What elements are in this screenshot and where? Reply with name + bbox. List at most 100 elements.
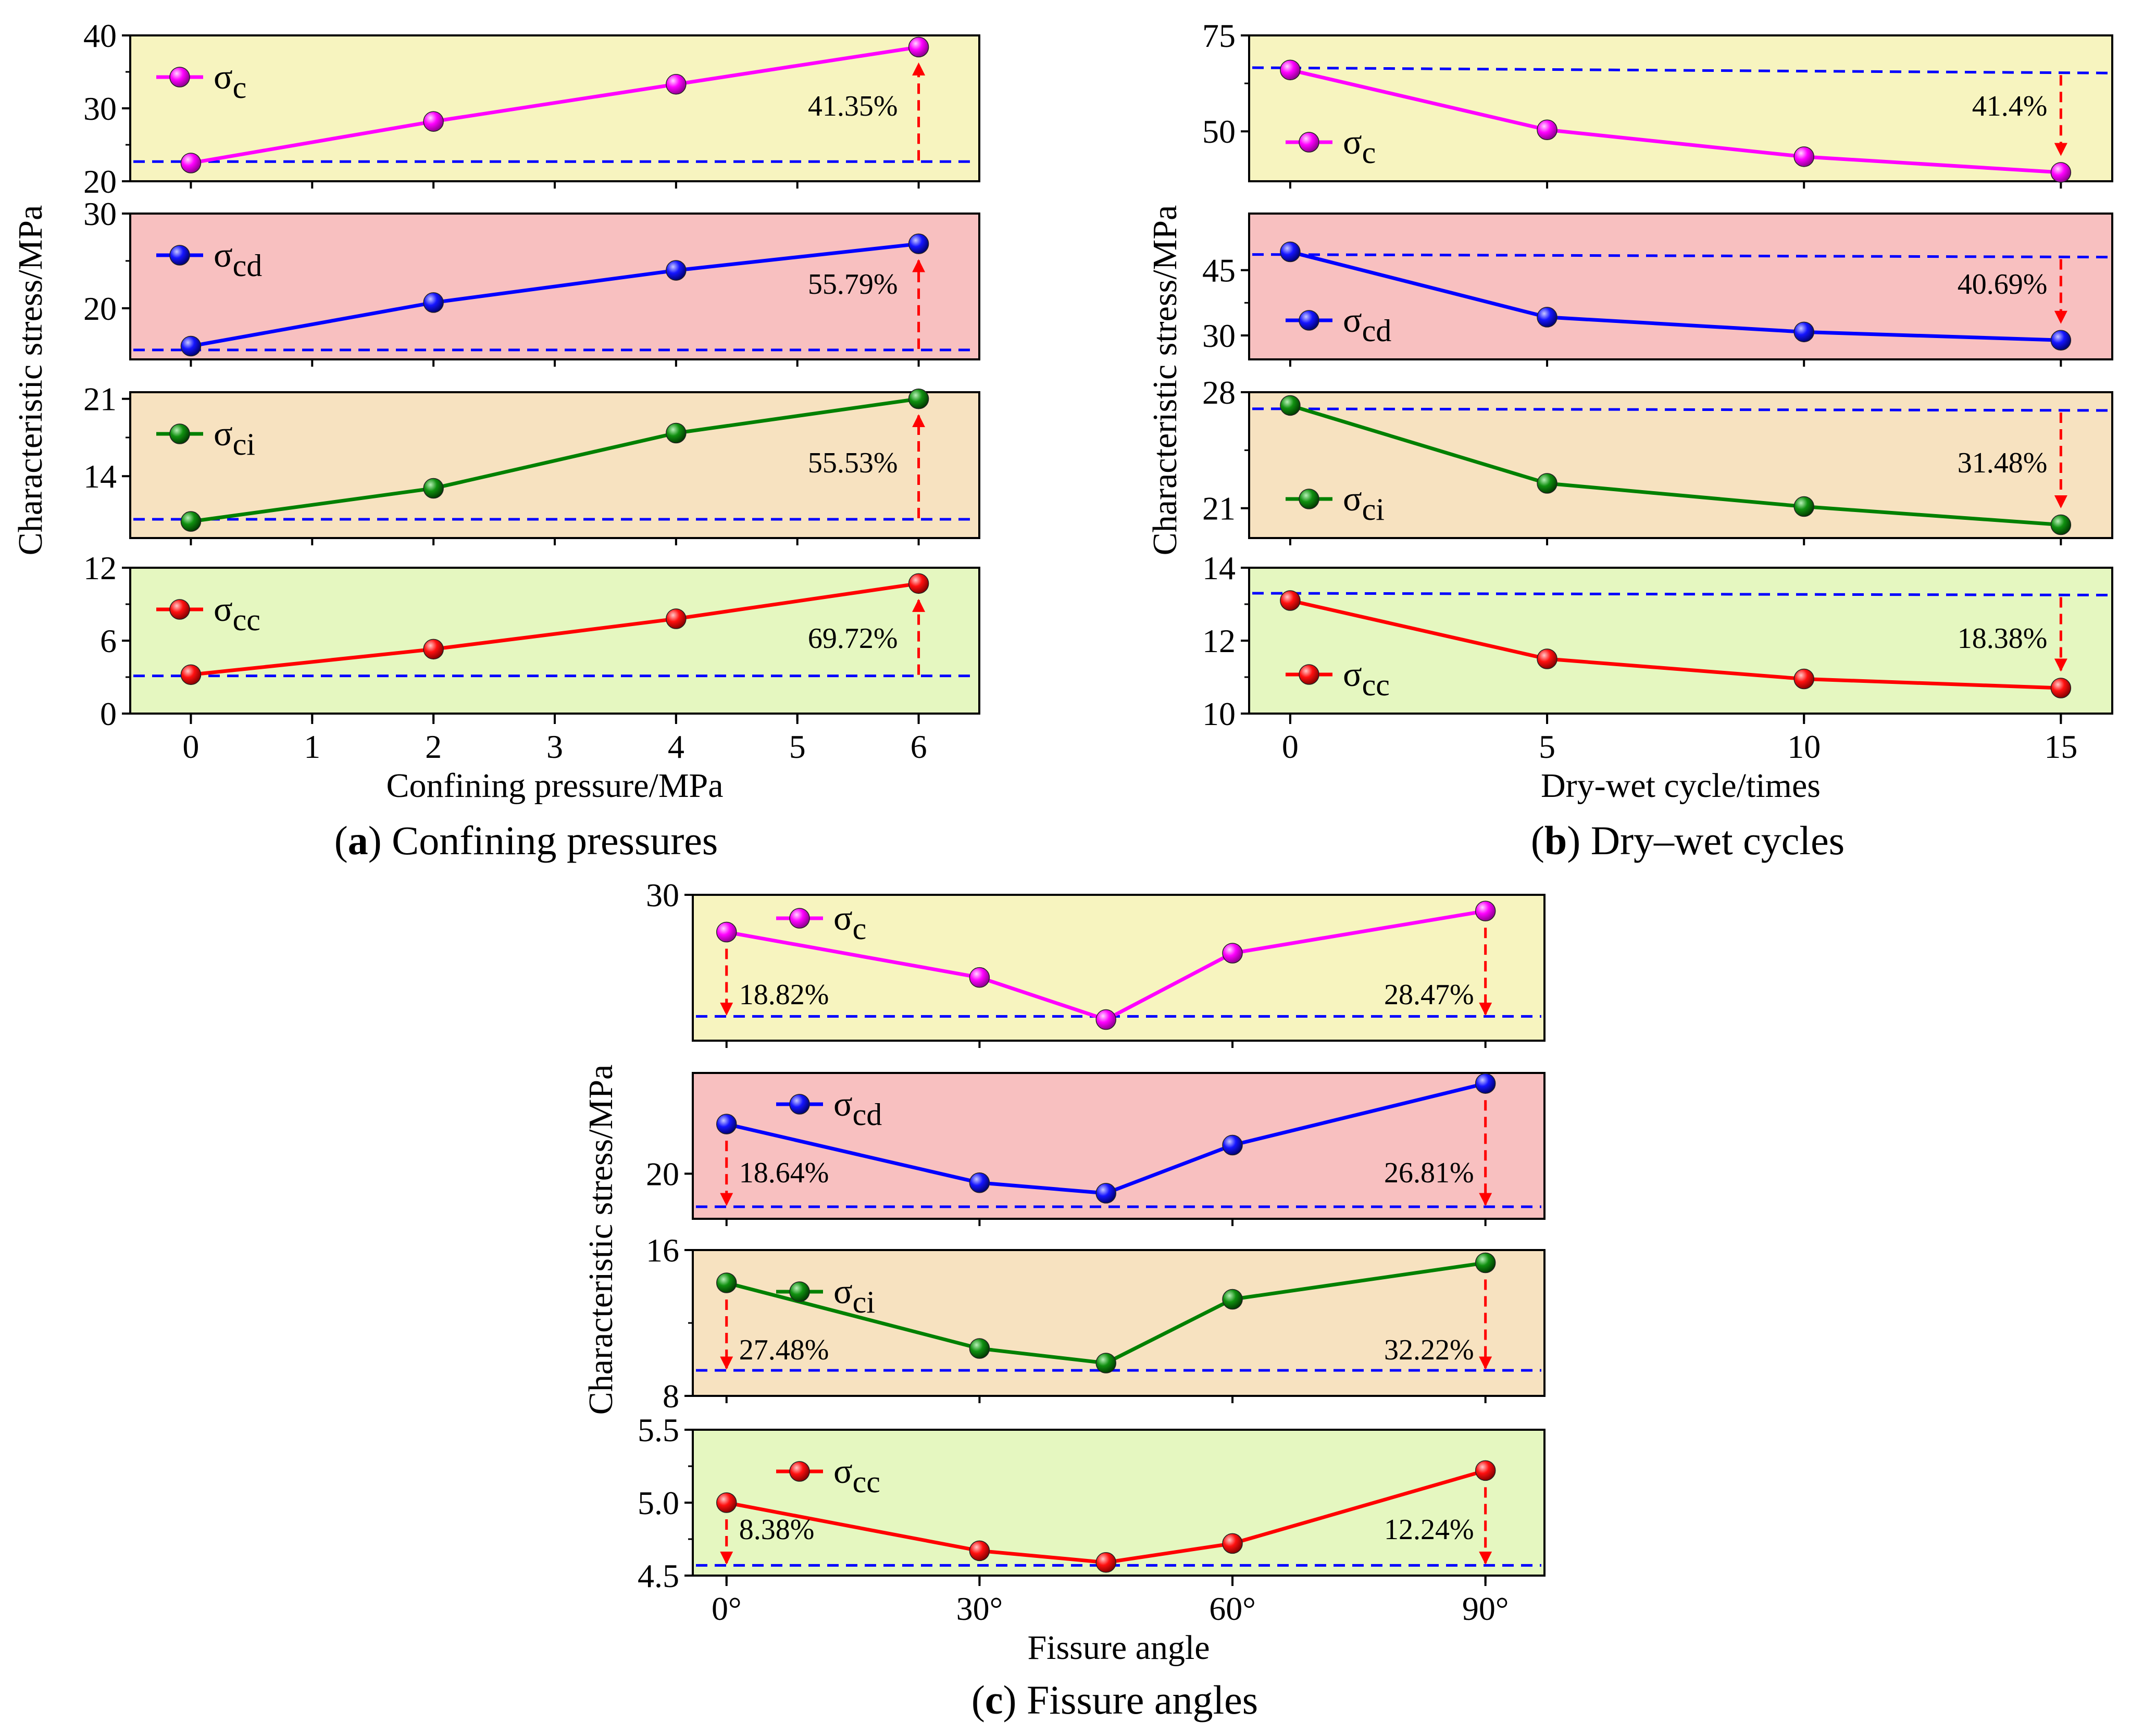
y-axis-label: Characteristic stress/MPa (1146, 205, 1184, 556)
data-point (1475, 1252, 1496, 1273)
x-tick-label: 0 (1282, 728, 1299, 765)
legend-marker (1299, 310, 1319, 331)
legend-symbol: σ (1343, 122, 1362, 161)
caption-letter: c (985, 1677, 1003, 1722)
legend-subscript: cc (233, 603, 260, 637)
data-point (1537, 119, 1557, 141)
caption-paren: ( (971, 1677, 985, 1722)
legend-label: σc (1343, 122, 1376, 170)
y-tick-label: 40 (83, 17, 117, 54)
panel-frame (1248, 391, 2113, 539)
data-point (423, 111, 444, 132)
data-point (1280, 590, 1301, 611)
caption-letter: a (348, 818, 368, 863)
x-tick-label: 2 (425, 728, 442, 765)
legend-marker (789, 1461, 810, 1482)
x-tick-label: 0° (712, 1590, 742, 1627)
legend-symbol: σ (833, 1451, 853, 1491)
data-point (1537, 648, 1557, 669)
chart-caption: (a) Confining pressures (334, 818, 718, 863)
percent-label: 40.69% (1958, 268, 2048, 301)
panel-frame (129, 391, 980, 539)
data-point (1793, 496, 1814, 517)
legend-marker (789, 1094, 810, 1115)
data-point (908, 388, 929, 409)
data-point (423, 478, 444, 499)
x-tick-label: 15 (2044, 728, 2077, 765)
chart-b: 5075σc41.4%3045σcd40.69%2128σci31.48%101… (1146, 17, 2113, 863)
y-tick-label: 75 (1202, 17, 1236, 54)
caption-text: ) Fissure angles (1003, 1677, 1258, 1722)
legend-label: σcc (214, 589, 260, 637)
data-point (1280, 241, 1301, 263)
data-point (180, 153, 202, 173)
y-tick-label: 50 (1202, 113, 1236, 150)
y-tick-label: 12 (83, 549, 117, 586)
percent-label: 69.72% (808, 622, 898, 655)
legend-subscript: c (233, 70, 247, 105)
data-point (1475, 1460, 1496, 1481)
y-tick-label: 5.5 (638, 1412, 679, 1448)
x-axis-label: Confining pressure/MPa (386, 767, 723, 805)
panel-frame (692, 1429, 1546, 1577)
legend-symbol: σ (833, 898, 853, 938)
chart-a: 203040σc41.35%2030σcd55.79%1421σci55.53%… (11, 17, 980, 863)
series-line (191, 581, 919, 677)
data-point (1280, 59, 1301, 81)
panel-b-ci: 21 28 σci 31.48% (1202, 374, 2113, 545)
legend-label: σc (214, 57, 246, 105)
data-point (1537, 307, 1557, 328)
x-tick-label: 10 (1787, 728, 1821, 765)
data-point (1537, 473, 1557, 494)
legend-marker (789, 1281, 810, 1302)
legend-symbol: σ (214, 235, 233, 274)
percent-label-right: 26.81% (1384, 1157, 1474, 1189)
data-point (1793, 668, 1814, 690)
data-point (1222, 943, 1243, 964)
data-point (180, 664, 202, 685)
legend-subscript: ci (1362, 492, 1385, 527)
caption-paren: ( (334, 818, 348, 863)
legend-subscript: c (853, 911, 867, 946)
series-line (1289, 404, 2061, 527)
percent-label-left: 27.48% (739, 1334, 829, 1366)
legend-label: σcd (1343, 300, 1391, 348)
x-axis-label: Fissure angle (1027, 1629, 1210, 1667)
data-point (1222, 1289, 1243, 1310)
x-tick-label: 30° (956, 1590, 1003, 1627)
legend-subscript: ci (853, 1285, 875, 1319)
legend-symbol: σ (1343, 300, 1362, 340)
y-tick-label: 21 (83, 381, 117, 418)
percent-label: 18.38% (1958, 622, 2048, 655)
x-tick-label: 60° (1209, 1590, 1256, 1627)
legend-marker (169, 245, 190, 266)
reference-line (1252, 407, 2110, 412)
series-line (1290, 68, 2061, 174)
percent-label: 31.48% (1958, 447, 2048, 479)
y-tick-label: 20 (83, 290, 117, 327)
data-point (1475, 901, 1496, 921)
x-tick-label: 5 (789, 728, 806, 765)
data-point (908, 233, 929, 254)
series-line (1290, 250, 2061, 342)
legend-label: σci (1343, 479, 1385, 527)
percent-label: 41.4% (1972, 90, 2048, 122)
percent-label-left: 18.64% (739, 1157, 829, 1189)
x-tick-label: 6 (911, 728, 927, 765)
data-point (666, 260, 687, 281)
y-tick-label: 30 (83, 195, 117, 232)
caption-letter: b (1544, 818, 1567, 863)
data-point (716, 1114, 737, 1134)
data-point (1793, 146, 1814, 167)
data-point (969, 1540, 990, 1562)
y-tick-label: 30 (1202, 317, 1236, 354)
y-tick-label: 20 (83, 163, 117, 200)
legend-label: σc (833, 898, 866, 946)
series-line (1290, 598, 2061, 690)
data-point (1095, 1552, 1116, 1573)
y-tick-label: 20 (646, 1155, 679, 1192)
data-point (1793, 321, 1814, 343)
x-tick-label: 1 (304, 728, 320, 765)
y-axis-label: Characteristic stress/MPa (11, 205, 49, 556)
percent-label-right: 12.24% (1384, 1514, 1474, 1546)
